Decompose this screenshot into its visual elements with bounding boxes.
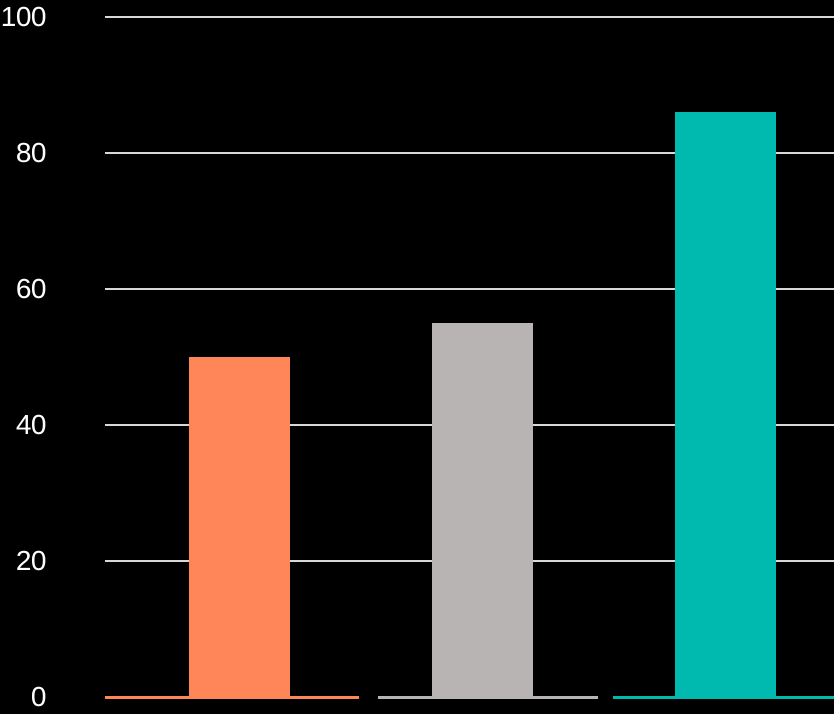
gridline: [105, 16, 834, 18]
y-axis-tick-label: 40: [15, 409, 47, 440]
y-axis-tick-label: 60: [15, 273, 47, 304]
gridline: [105, 288, 834, 290]
y-axis-tick-label: 80: [15, 137, 47, 168]
gridline: [105, 152, 834, 154]
y-axis-tick-label: 0: [30, 681, 47, 712]
y-axis-tick-label: 20: [15, 545, 47, 576]
y-axis-tick-label: 100: [0, 1, 47, 32]
bar: [432, 323, 533, 699]
bar-baseline-segment: [378, 696, 598, 699]
bar-baseline-segment: [105, 696, 359, 699]
bar: [189, 357, 290, 699]
bar: [675, 112, 776, 699]
bar-baseline-segment: [613, 696, 834, 699]
